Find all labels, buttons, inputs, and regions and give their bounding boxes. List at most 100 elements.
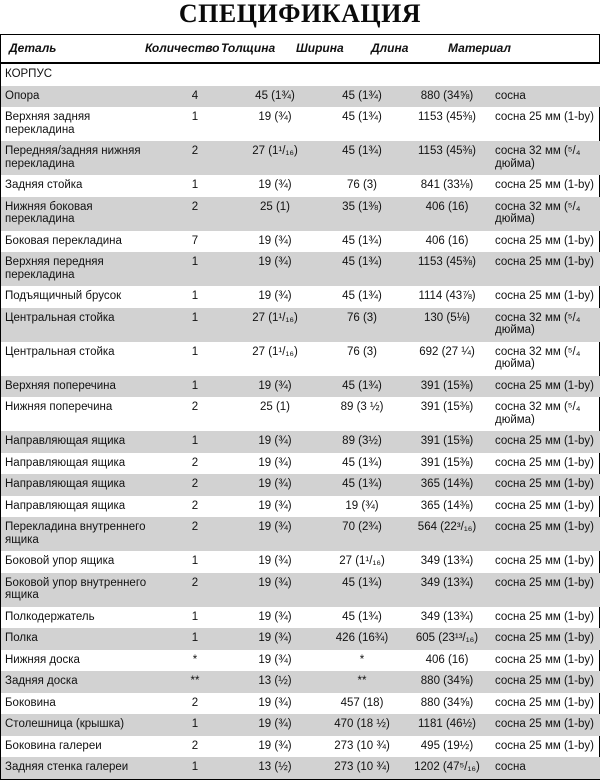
cell-width: 89 (3 ½) xyxy=(340,401,384,414)
cell-thickness: 19 (¾) xyxy=(258,290,292,303)
cell-quantity: 1 xyxy=(191,610,199,623)
cell-detail: Опора xyxy=(1,85,161,108)
column-header-material: Материал xyxy=(448,41,511,56)
cell-width: 70 (2¾) xyxy=(321,517,403,552)
cell-material: сосна 25 мм (1-by) xyxy=(491,714,600,736)
cell-detail: Нижняя доска xyxy=(5,653,80,666)
cell-length: 692 (27 ¼) xyxy=(419,345,475,358)
cell-thickness: 19 (¾) xyxy=(229,252,321,287)
section-title: КОРПУС xyxy=(1,64,600,86)
cell-length: 391 (15⅜) xyxy=(420,401,474,414)
cell-width: 273 (10 ¾) xyxy=(334,739,390,752)
cell-length: 880 (34⅝) xyxy=(403,85,491,108)
cell-quantity: 4 xyxy=(161,85,229,108)
cell-thickness: 19 (¾) xyxy=(258,499,292,512)
cell-length: 349 (13¾) xyxy=(420,555,474,568)
table-row: Боковина галереи 2 19 (¾) 273 (10 ¾) 495 (19… xyxy=(1,736,600,758)
cell-length: 349 (13¾) xyxy=(403,572,491,607)
cell-quantity: 2 xyxy=(191,696,199,709)
cell-quantity: 2 xyxy=(191,499,199,512)
cell-quantity: 1 xyxy=(191,111,199,124)
specification-table: Деталь Количество Толщина Ширина Длина М… xyxy=(0,34,600,780)
cell-detail: Центральная стойка xyxy=(1,307,161,342)
cell-length: 349 (13¾) xyxy=(420,610,474,623)
cell-material: сосна 25 мм (1-by) xyxy=(491,375,600,398)
cell-thickness: 19 (¾) xyxy=(229,517,321,552)
table-row: Нижняя доска * 19 (¾) * 406 (16) сосна 25 мм … xyxy=(1,650,600,672)
cell-detail: Боковой упор ящика xyxy=(5,555,115,568)
cell-quantity: 7 xyxy=(191,234,199,247)
table-body: КОРПУС Опора 4 45 (1¾) 45 (1¾) 880 (34⅝) сосн… xyxy=(1,64,600,779)
cell-material: сосна 25 мм (1-by) xyxy=(495,234,594,247)
cell-detail: Передняя/задняя нижняя перекладина xyxy=(1,141,161,176)
cell-quantity: 2 xyxy=(161,141,229,176)
table-row: Боковая перекладина 7 19 (¾) 45 (1¾) 406 (16… xyxy=(1,231,600,253)
cell-quantity: * xyxy=(192,653,198,666)
table-row: Подъящичный брусок 1 19 (¾) 45 (1¾) 1114 (43… xyxy=(1,286,600,308)
table-header-row: Деталь Количество Толщина Ширина Длина М… xyxy=(1,35,599,65)
cell-quantity: 2 xyxy=(191,739,199,752)
cell-quantity: 2 xyxy=(161,196,229,231)
cell-material: сосна 25 мм (1-by) xyxy=(495,555,594,568)
cell-quantity: 1 xyxy=(191,290,199,303)
table-row: Центральная стойка 1 27 (1¹/₁₆) 76 (3) 130 (… xyxy=(1,307,600,342)
cell-length: 391 (15⅜) xyxy=(403,375,491,398)
cell-detail: Подъящичный брусок xyxy=(5,290,122,303)
cell-width: 457 (18) xyxy=(340,696,384,709)
table-row: Верхняя задняя перекладина 1 19 (¾) 45 (1¾)… xyxy=(1,107,600,141)
section-row: КОРПУС xyxy=(1,64,600,86)
cell-width: 470 (18 ½) xyxy=(321,714,403,736)
cell-width: 76 (3) xyxy=(321,307,403,342)
cell-detail: Направляющая ящика xyxy=(1,474,161,496)
cell-thickness: 19 (¾) xyxy=(258,555,292,568)
table-row: Направляющая ящика 2 19 (¾) 19 (¾) 365 (14⅜)… xyxy=(1,496,600,518)
cell-quantity: 2 xyxy=(161,572,229,607)
table-row: Столешница (крышка) 1 19 (¾) 470 (18 ½) 1181… xyxy=(1,714,600,736)
cell-material: сосна 25 мм (1-by) xyxy=(495,610,594,623)
cell-material: сосна 25 мм (1-by) xyxy=(495,653,594,666)
cell-thickness: 13 (½) xyxy=(229,671,321,693)
cell-length: 1114 (43⅞) xyxy=(418,290,476,303)
cell-width: 45 (1¾) xyxy=(342,111,382,124)
cell-detail: Боковая перекладина xyxy=(5,234,122,247)
cell-material: сосна 25 мм (1-by) xyxy=(491,474,600,496)
cell-detail: Задняя доска xyxy=(1,671,161,693)
cell-detail: Центральная стойка xyxy=(5,345,115,358)
cell-quantity: ** xyxy=(161,671,229,693)
table-row: Боковой упор ящика 1 19 (¾) 27 (1¹/₁₆) 349 (… xyxy=(1,551,600,573)
cell-material: сосна 25 мм (1-by) xyxy=(495,499,594,512)
cell-thickness: 19 (¾) xyxy=(258,610,292,623)
table-row: Боковой упор внутреннего ящика 2 19 (¾) 45 … xyxy=(1,572,600,607)
cell-detail: Верхняя задняя перекладина xyxy=(5,111,91,136)
cell-length: 880 (34⅝) xyxy=(403,671,491,693)
cell-length: 1153 (45⅜) xyxy=(403,141,491,176)
cell-detail: Верхняя поперечина xyxy=(1,375,161,398)
cell-detail: Нижняя боковая перекладина xyxy=(1,196,161,231)
cell-width: 45 (1¾) xyxy=(342,456,382,469)
table-row: Перекладина внутреннего ящика 2 19 (¾) 70 (… xyxy=(1,517,600,552)
cell-quantity: 1 xyxy=(161,252,229,287)
cell-quantity: 1 xyxy=(161,714,229,736)
cell-quantity: 1 xyxy=(191,345,199,358)
cell-material: сосна 25 мм (1-by) xyxy=(495,179,594,192)
cell-thickness: 19 (¾) xyxy=(229,572,321,607)
cell-length: 391 (15⅜) xyxy=(420,456,474,469)
cell-thickness: 25 (1) xyxy=(259,401,291,414)
cell-length: 406 (16) xyxy=(425,653,469,666)
cell-thickness: 19 (¾) xyxy=(258,696,292,709)
table-row: Направляющая ящика 2 19 (¾) 45 (1¾) 391 (15⅜… xyxy=(1,453,600,475)
cell-thickness: 19 (¾) xyxy=(229,375,321,398)
cell-thickness: 19 (¾) xyxy=(258,179,292,192)
cell-material: сосна 32 мм (⁵/₄ дюйма) xyxy=(495,401,581,426)
cell-width: 45 (1¾) xyxy=(321,252,403,287)
cell-quantity: 1 xyxy=(191,179,199,192)
page-title: СПЕЦИФИКАЦИЯ xyxy=(178,0,422,28)
cell-width: 76 (3) xyxy=(346,345,378,358)
cell-material: сосна 25 мм (1-by) xyxy=(495,111,594,124)
cell-width: 45 (1¾) xyxy=(342,234,382,247)
cell-quantity: 2 xyxy=(161,474,229,496)
cell-quantity: 1 xyxy=(161,375,229,398)
column-header-length: Длина xyxy=(371,41,409,56)
cell-quantity: 2 xyxy=(191,401,199,414)
